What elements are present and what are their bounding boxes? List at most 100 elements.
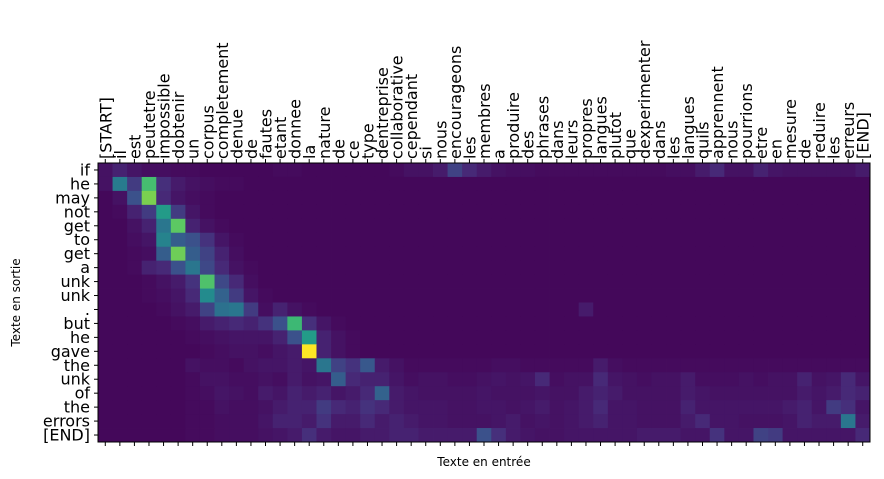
heatmap-cell — [505, 316, 521, 331]
heatmap-cell — [185, 232, 201, 248]
heatmap-cell — [636, 386, 652, 401]
heatmap-cell — [374, 386, 390, 401]
heatmap-cell — [316, 176, 332, 192]
heatmap-cell — [316, 428, 332, 443]
heatmap-cell — [112, 302, 128, 317]
heatmap-cell — [593, 330, 609, 345]
heatmap-cell — [156, 344, 172, 359]
heatmap-cell — [301, 400, 317, 415]
heatmap-cell — [607, 414, 623, 429]
heatmap-cell — [301, 302, 317, 317]
heatmap-cell — [98, 204, 113, 220]
heatmap-cell — [491, 232, 507, 248]
heatmap-cell — [695, 190, 711, 206]
heatmap-cell — [680, 274, 696, 289]
heatmap-cell — [98, 190, 113, 206]
heatmap-cell — [229, 176, 245, 192]
x-tick-label: a — [490, 149, 509, 159]
heatmap-cell — [476, 372, 492, 387]
heatmap-cell — [345, 330, 361, 345]
heatmap-cell — [811, 414, 827, 429]
heatmap-cell — [855, 344, 871, 359]
heatmap-cell — [243, 428, 259, 443]
y-tick-label: unk — [60, 370, 90, 389]
x-tick-label: corpus — [198, 105, 217, 159]
heatmap-cell — [127, 344, 143, 359]
heatmap-cell — [287, 218, 303, 234]
heatmap-cell — [229, 386, 245, 401]
heatmap-cell — [564, 260, 580, 275]
x-axis-label: Texte en entrée — [436, 455, 530, 469]
heatmap-cell — [768, 246, 784, 262]
heatmap-cell — [724, 190, 740, 206]
heatmap-cell — [520, 260, 536, 275]
heatmap-cell — [651, 330, 667, 345]
heatmap-cell — [316, 260, 332, 275]
x-tick-label: [END] — [854, 112, 873, 159]
heatmap-cell — [389, 330, 405, 345]
heatmap-cell — [389, 316, 405, 331]
heatmap-cell — [170, 414, 186, 429]
heatmap-cell — [403, 288, 419, 303]
heatmap-cell — [578, 218, 594, 234]
x-tick-label: dexperimenter — [635, 40, 654, 159]
heatmap-cell — [491, 176, 507, 192]
heatmap-cell — [680, 204, 696, 220]
heatmap-cell — [564, 316, 580, 331]
heatmap-cell — [534, 218, 550, 234]
heatmap-cell — [345, 302, 361, 317]
heatmap-cell — [680, 260, 696, 275]
heatmap-cell — [724, 260, 740, 275]
heatmap-cell — [345, 274, 361, 289]
heatmap-cell — [360, 204, 376, 220]
heatmap-cell — [738, 260, 754, 275]
heatmap-cell — [578, 274, 594, 289]
heatmap-cell — [505, 246, 521, 262]
heatmap-cell — [243, 372, 259, 387]
heatmap-cell — [855, 218, 871, 234]
heatmap-cell — [622, 260, 638, 275]
heatmap-cell — [826, 316, 842, 331]
heatmap-cell — [738, 218, 754, 234]
heatmap-cell — [840, 246, 856, 262]
heatmap-cell — [797, 400, 813, 415]
heatmap-cell — [258, 344, 274, 359]
heatmap-cell — [578, 288, 594, 303]
heatmap-cell — [738, 232, 754, 248]
heatmap-cell — [462, 400, 478, 415]
heatmap-cell — [840, 316, 856, 331]
x-tick-label: dentreprise — [373, 67, 392, 159]
heatmap-cell — [534, 274, 550, 289]
heatmap-cell — [709, 176, 725, 192]
heatmap-cell — [156, 414, 172, 429]
heatmap-cell — [389, 246, 405, 262]
heatmap-cell — [243, 190, 259, 206]
heatmap-cell — [826, 218, 842, 234]
heatmap-cell — [840, 428, 856, 443]
heatmap-cell — [724, 428, 740, 443]
x-tick-label: que — [621, 129, 640, 159]
heatmap-cell — [462, 163, 478, 178]
heatmap-cell — [447, 400, 463, 415]
y-tick-label: to — [74, 230, 90, 249]
heatmap-cell — [272, 163, 288, 178]
heatmap-cell — [229, 428, 245, 443]
heatmap-cell — [156, 176, 172, 192]
x-tick-label: dobtenir — [169, 91, 188, 159]
heatmap-cell — [709, 288, 725, 303]
heatmap-cell — [476, 163, 492, 178]
heatmap-cell — [549, 204, 565, 220]
heatmap-cell — [331, 372, 347, 387]
heatmap-cell — [258, 330, 274, 345]
heatmap-cell — [753, 330, 769, 345]
heatmap-cell — [753, 176, 769, 192]
heatmap-cell — [666, 400, 682, 415]
heatmap-cell — [636, 163, 652, 178]
heatmap-cell — [476, 316, 492, 331]
x-tick-label: de — [242, 139, 261, 159]
heatmap-cell — [505, 218, 521, 234]
heatmap-cell — [826, 372, 842, 387]
heatmap-cell — [534, 358, 550, 373]
heatmap-cell — [199, 372, 215, 387]
heatmap-cell — [534, 330, 550, 345]
